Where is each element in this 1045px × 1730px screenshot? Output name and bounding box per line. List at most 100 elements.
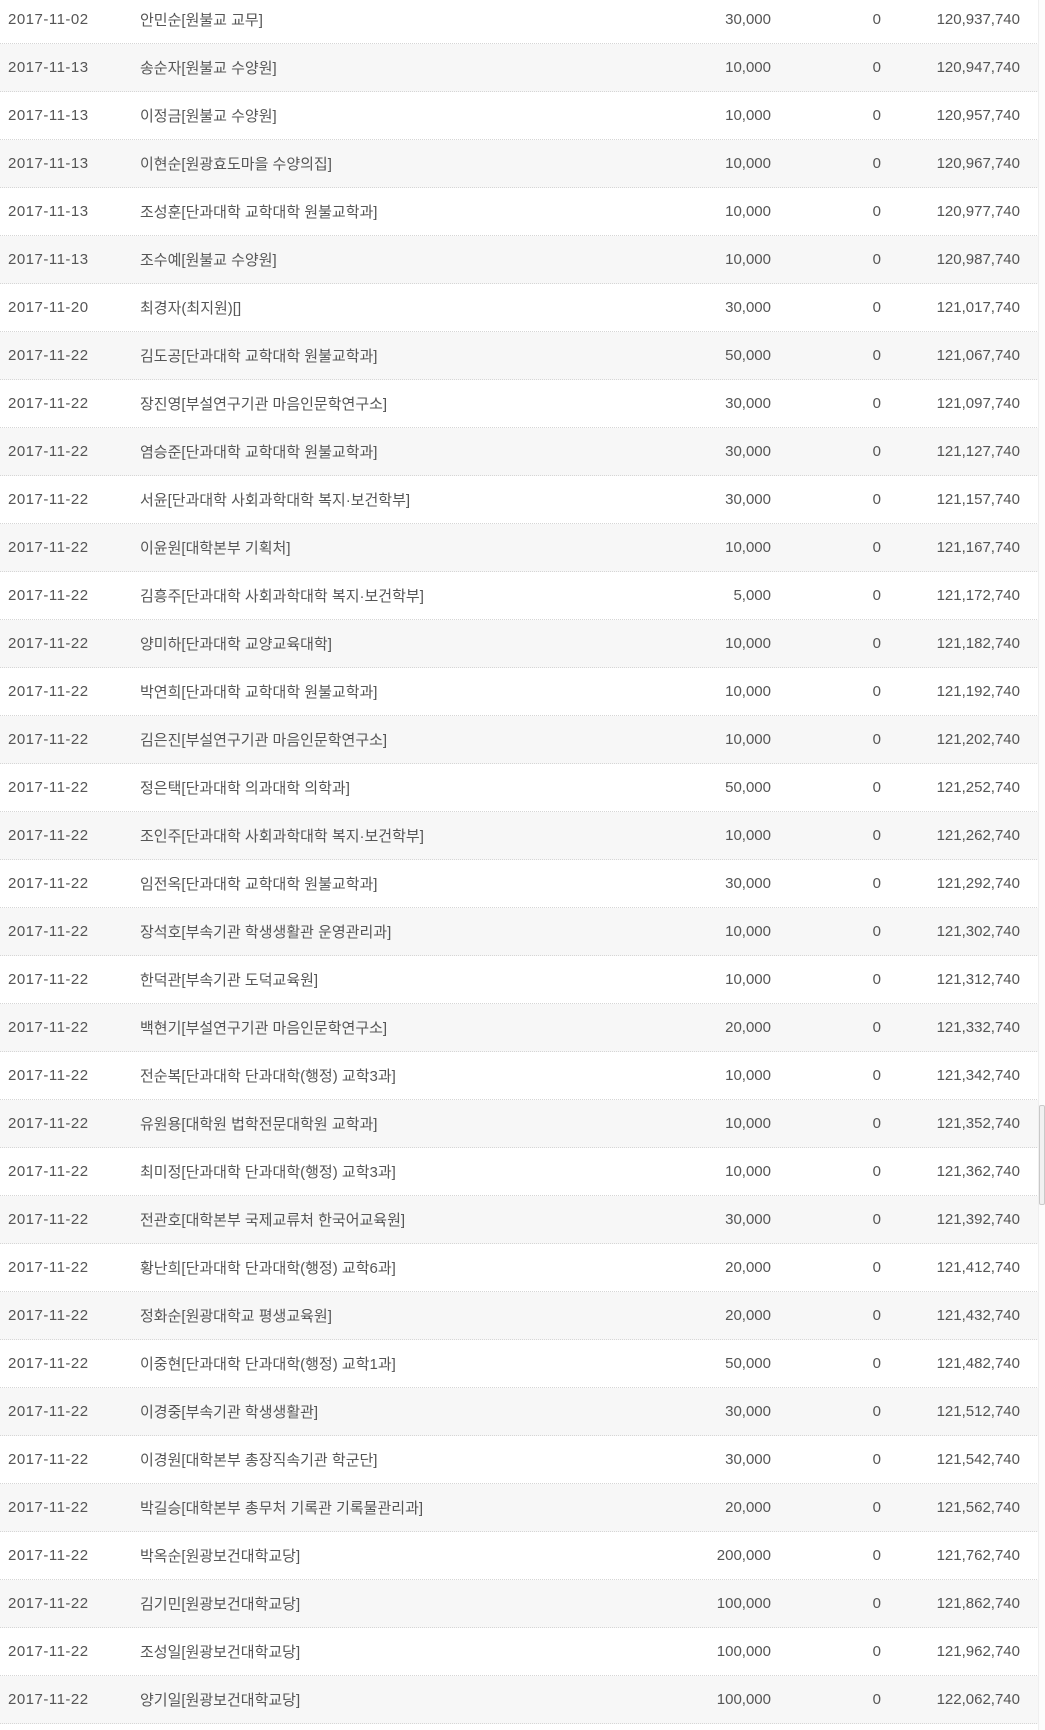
cell-date: 2017-11-02 [8,11,89,28]
table-row: 2017-11-22 이중현[단과대학 단과대학(행정) 교학1과] 50,00… [0,1340,1045,1388]
cell-date: 2017-11-22 [8,539,89,556]
cell-donor-name: 이경원[대학본부 총장직속기관 학군단] [140,1452,378,1469]
cell-date: 2017-11-22 [8,587,89,604]
cell-withdrawal: 0 [872,11,881,28]
cell-running-balance: 121,097,740 [936,395,1020,412]
cell-donor-name: 황난희[단과대학 단과대학(행정) 교학6과] [140,1260,396,1277]
cell-withdrawal: 0 [872,1355,881,1372]
cell-withdrawal: 0 [872,203,881,220]
table-row: 2017-11-22 백현기[부설연구기관 마음인문학연구소] 20,000 0… [0,1004,1045,1052]
cell-deposit-amount: 10,000 [725,635,771,652]
cell-withdrawal: 0 [872,299,881,316]
cell-date: 2017-11-22 [8,1019,89,1036]
cell-running-balance: 121,192,740 [936,683,1020,700]
cell-date: 2017-11-22 [8,1451,89,1468]
cell-withdrawal: 0 [872,491,881,508]
cell-donor-name: 박옥순[원광보건대학교당] [140,1548,301,1565]
cell-deposit-amount: 20,000 [725,1019,771,1036]
cell-withdrawal: 0 [872,1067,881,1084]
cell-running-balance: 121,962,740 [936,1643,1020,1660]
cell-date: 2017-11-22 [8,1355,89,1372]
table-row: 2017-11-22 장진영[부설연구기관 마음인문학연구소] 30,000 0… [0,380,1045,428]
cell-running-balance: 121,202,740 [936,731,1020,748]
cell-running-balance: 121,312,740 [936,971,1020,988]
cell-deposit-amount: 10,000 [725,683,771,700]
cell-withdrawal: 0 [872,1643,881,1660]
table-row: 2017-11-13 조성훈[단과대학 교학대학 원불교학과] 10,000 0… [0,188,1045,236]
cell-running-balance: 121,562,740 [936,1499,1020,1516]
cell-withdrawal: 0 [872,827,881,844]
table-row: 2017-11-22 박옥순[원광보건대학교당] 200,000 0 121,7… [0,1532,1045,1580]
cell-donor-name: 염승준[단과대학 교학대학 원불교학과] [140,444,378,461]
cell-withdrawal: 0 [872,779,881,796]
cell-date: 2017-11-22 [8,1403,89,1420]
cell-withdrawal: 0 [872,539,881,556]
cell-withdrawal: 0 [872,1307,881,1324]
cell-running-balance: 121,302,740 [936,923,1020,940]
cell-withdrawal: 0 [872,635,881,652]
cell-running-balance: 121,172,740 [936,587,1020,604]
table-row: 2017-11-22 서윤[단과대학 사회과학대학 복지·보건학부] 30,00… [0,476,1045,524]
cell-deposit-amount: 30,000 [725,443,771,460]
table-row: 2017-11-22 박길승[대학본부 총무처 기록관 기록물관리과] 20,0… [0,1484,1045,1532]
cell-running-balance: 121,067,740 [936,347,1020,364]
cell-date: 2017-11-22 [8,347,89,364]
cell-donor-name: 조성훈[단과대학 교학대학 원불교학과] [140,204,378,221]
cell-withdrawal: 0 [872,683,881,700]
table-row: 2017-11-22 유원용[대학원 법학전문대학원 교학과] 10,000 0… [0,1100,1045,1148]
cell-withdrawal: 0 [872,1547,881,1564]
cell-donor-name: 한덕관[부속기관 도덕교육원] [140,972,319,989]
cell-deposit-amount: 10,000 [725,539,771,556]
cell-withdrawal: 0 [872,107,881,124]
cell-donor-name: 김은진[부설연구기관 마음인문학연구소] [140,732,388,749]
cell-withdrawal: 0 [872,1595,881,1612]
cell-withdrawal: 0 [872,971,881,988]
cell-deposit-amount: 20,000 [725,1307,771,1324]
cell-running-balance: 121,017,740 [936,299,1020,316]
cell-date: 2017-11-22 [8,1163,89,1180]
cell-withdrawal: 0 [872,59,881,76]
cell-date: 2017-11-22 [8,971,89,988]
cell-deposit-amount: 100,000 [716,1691,771,1708]
cell-date: 2017-11-22 [8,1499,89,1516]
cell-deposit-amount: 30,000 [725,1403,771,1420]
cell-deposit-amount: 10,000 [725,1067,771,1084]
cell-donor-name: 김흥주[단과대학 사회과학대학 복지·보건학부] [140,588,424,605]
cell-deposit-amount: 100,000 [716,1643,771,1660]
cell-withdrawal: 0 [872,731,881,748]
table-row: 2017-11-20 최경자(최지원)[] 30,000 0 121,017,7… [0,284,1045,332]
cell-withdrawal: 0 [872,1019,881,1036]
table-row: 2017-11-22 전순복[단과대학 단과대학(행정) 교학3과] 10,00… [0,1052,1045,1100]
cell-donor-name: 조성일[원광보건대학교당] [140,1644,301,1661]
cell-date: 2017-11-22 [8,1259,89,1276]
cell-running-balance: 121,762,740 [936,1547,1020,1564]
cell-running-balance: 120,947,740 [936,59,1020,76]
table-row: 2017-11-22 박연희[단과대학 교학대학 원불교학과] 10,000 0… [0,668,1045,716]
cell-running-balance: 121,292,740 [936,875,1020,892]
cell-running-balance: 121,157,740 [936,491,1020,508]
cell-withdrawal: 0 [872,1259,881,1276]
cell-date: 2017-11-22 [8,875,89,892]
cell-running-balance: 122,062,740 [936,1691,1020,1708]
vertical-scrollbar[interactable] [1038,0,1045,1730]
cell-running-balance: 121,352,740 [936,1115,1020,1132]
table-row: 2017-11-13 송순자[원불교 수양원] 10,000 0 120,947… [0,44,1045,92]
table-row: 2017-11-22 한덕관[부속기관 도덕교육원] 10,000 0 121,… [0,956,1045,1004]
cell-deposit-amount: 10,000 [725,1163,771,1180]
cell-deposit-amount: 20,000 [725,1499,771,1516]
cell-date: 2017-11-22 [8,395,89,412]
cell-date: 2017-11-22 [8,731,89,748]
table-row: 2017-11-13 이정금[원불교 수양원] 10,000 0 120,957… [0,92,1045,140]
cell-date: 2017-11-22 [8,683,89,700]
cell-running-balance: 121,362,740 [936,1163,1020,1180]
cell-donor-name: 임전옥[단과대학 교학대학 원불교학과] [140,876,378,893]
cell-date: 2017-11-22 [8,1307,89,1324]
table-row: 2017-11-22 이윤원[대학본부 기획처] 10,000 0 121,16… [0,524,1045,572]
cell-donor-name: 이중현[단과대학 단과대학(행정) 교학1과] [140,1356,396,1373]
cell-date: 2017-11-22 [8,443,89,460]
cell-donor-name: 박연희[단과대학 교학대학 원불교학과] [140,684,378,701]
scrollbar-thumb[interactable] [1039,1105,1045,1205]
cell-running-balance: 121,392,740 [936,1211,1020,1228]
table-row: 2017-11-22 양미하[단과대학 교양교육대학] 10,000 0 121… [0,620,1045,668]
